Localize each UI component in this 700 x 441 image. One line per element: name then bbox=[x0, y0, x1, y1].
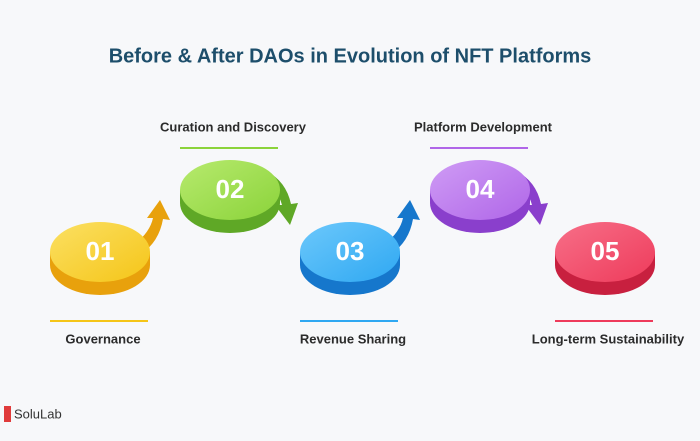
disc-top bbox=[430, 160, 530, 220]
disc-top bbox=[180, 160, 280, 220]
step-label: Long-term Sustainability bbox=[532, 331, 685, 346]
logo-text: SoluLab bbox=[14, 406, 62, 421]
step-label: Platform Development bbox=[414, 119, 553, 134]
step-label: Revenue Sharing bbox=[300, 331, 406, 346]
disc-top bbox=[555, 222, 655, 282]
step-number: 04 bbox=[466, 174, 495, 204]
step-label: Governance bbox=[65, 331, 140, 346]
title: Before & After DAOs in Evolution of NFT … bbox=[109, 45, 592, 67]
step-number: 02 bbox=[216, 174, 245, 204]
step-label: Curation and Discovery bbox=[160, 119, 307, 134]
step-number: 03 bbox=[336, 236, 365, 266]
step-number: 01 bbox=[86, 236, 115, 266]
step-number: 05 bbox=[591, 236, 620, 266]
logo-icon bbox=[4, 406, 11, 422]
disc-top bbox=[50, 222, 150, 282]
disc-top bbox=[300, 222, 400, 282]
